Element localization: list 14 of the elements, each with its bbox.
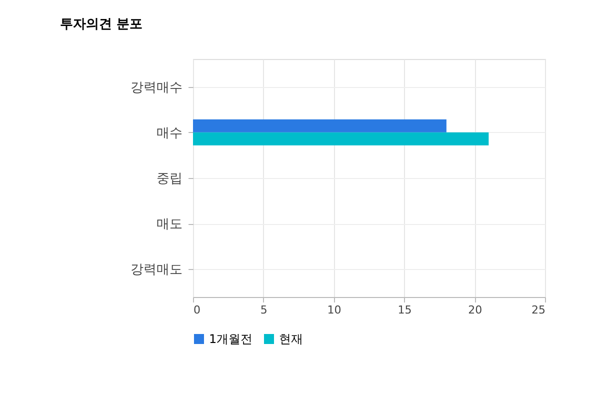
legend-label: 1개월전 [209, 332, 253, 346]
y-tick-label: 강력매수 [130, 80, 182, 96]
y-tick-label: 매수 [156, 126, 182, 141]
x-tick-label: 25 [532, 304, 546, 316]
y-tick-label: 매도 [156, 217, 182, 232]
x-tick-label: 0 [194, 304, 200, 316]
y-tick-label: 강력매도 [130, 262, 182, 278]
x-tick-label: 15 [398, 304, 412, 316]
x-tick-label: 10 [327, 304, 342, 316]
x-tick-label: 20 [468, 304, 482, 316]
legend-label: 현재 [279, 332, 303, 346]
y-tick-label: 중립 [156, 172, 182, 186]
chart-title: 투자의견 분포 [60, 17, 143, 32]
x-tick-label: 5 [260, 304, 268, 316]
